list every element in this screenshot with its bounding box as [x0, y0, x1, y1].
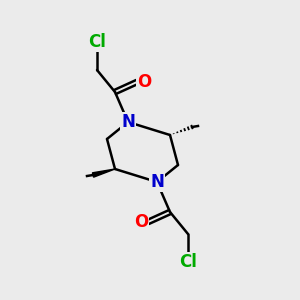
- Text: Cl: Cl: [88, 33, 106, 51]
- Text: N: N: [121, 113, 135, 131]
- Text: O: O: [137, 73, 151, 91]
- Polygon shape: [92, 169, 115, 177]
- Text: Cl: Cl: [179, 253, 197, 271]
- Text: N: N: [150, 173, 164, 191]
- Text: O: O: [134, 213, 148, 231]
